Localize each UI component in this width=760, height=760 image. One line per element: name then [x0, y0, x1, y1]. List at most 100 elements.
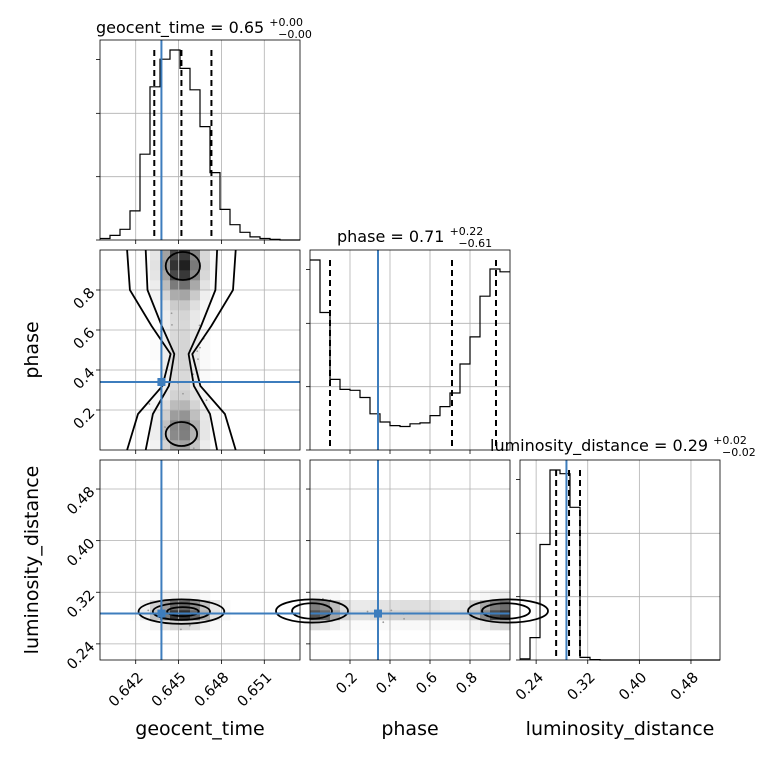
contour-outer — [467, 598, 549, 624]
density-cell — [170, 330, 181, 341]
density-cell — [170, 290, 181, 301]
contour-inner — [164, 421, 199, 447]
scatter-point — [148, 403, 151, 405]
density-cell — [380, 620, 391, 631]
scatter-point — [199, 346, 201, 349]
density-cell — [170, 300, 181, 311]
contour-outer — [126, 249, 237, 451]
density-cell — [340, 620, 351, 631]
density-cell — [210, 620, 221, 631]
density-cell — [450, 610, 461, 621]
density-cell — [150, 380, 161, 391]
density-cell — [170, 590, 181, 601]
tick-label-luminosity-distance: 0.40 — [64, 536, 98, 570]
truth-marker — [157, 378, 166, 386]
tick-label-phase: 0.2 — [71, 405, 99, 433]
density-cell — [190, 440, 201, 451]
density-cell — [190, 410, 201, 421]
density-cell — [190, 600, 201, 611]
tick-label-phase: 0.2 — [333, 670, 361, 698]
histogram-luminosity-distance — [520, 469, 720, 661]
tick-label-luminosity-distance: 0.24 — [513, 670, 547, 704]
density-cell — [170, 360, 181, 371]
density-cell — [170, 600, 181, 611]
scatter-point — [188, 624, 191, 627]
density-cell — [200, 420, 211, 431]
density-cell — [200, 370, 211, 381]
density-cell — [200, 350, 211, 361]
density-cell — [180, 360, 191, 371]
density-cell — [430, 620, 441, 631]
density-cell — [210, 250, 221, 261]
panel-frame-1-0 — [99, 249, 301, 451]
scatter-point — [192, 447, 195, 450]
density-cell — [180, 350, 191, 361]
density-cell — [150, 290, 161, 301]
density-cell — [210, 430, 221, 441]
density-cell — [180, 250, 191, 261]
density-cell — [200, 410, 211, 421]
density-cell — [180, 590, 191, 601]
density-cell — [310, 590, 321, 601]
density-cell — [430, 600, 441, 611]
density-cell — [160, 400, 171, 411]
density-cell — [160, 300, 171, 311]
density-cell — [190, 330, 201, 341]
density-cell — [350, 620, 361, 631]
scatter-point — [196, 350, 199, 353]
density-cell — [440, 610, 451, 621]
density-cell — [200, 300, 211, 311]
density-cell — [180, 340, 191, 351]
density-cell — [180, 400, 191, 411]
density-cell — [350, 610, 361, 621]
title-geocent-time: geocent_time = 0.65 +0.00 −0.00 — [96, 11, 312, 41]
density-cell — [180, 290, 191, 301]
panel-frame-2-2 — [519, 459, 721, 661]
density-cell — [180, 320, 191, 331]
density-cell — [160, 420, 171, 431]
density-cell — [470, 620, 481, 631]
density-cell — [190, 400, 201, 411]
density-cell — [310, 610, 321, 621]
density-cell — [370, 600, 381, 611]
density-cell — [410, 620, 421, 631]
density-cell — [360, 620, 371, 631]
density-cell — [200, 320, 211, 331]
density-cell — [160, 390, 171, 401]
density-cell — [340, 600, 351, 611]
density-cell — [210, 410, 221, 421]
density-cell — [160, 310, 171, 321]
grid-layer — [100, 40, 720, 660]
density-cell — [330, 600, 341, 611]
density-cell — [200, 440, 211, 451]
density-cell — [200, 590, 211, 601]
density-cell — [150, 590, 161, 601]
density-cell — [400, 600, 411, 611]
xlabel-geocent-time: geocent_time — [135, 718, 264, 740]
density-cell — [190, 290, 201, 301]
density-cell — [170, 410, 181, 421]
density-cell — [180, 410, 191, 421]
density-cell — [420, 620, 431, 631]
density-cell — [160, 350, 171, 361]
density-cell — [160, 360, 171, 371]
density-cell — [210, 260, 221, 271]
scatter-point — [180, 628, 182, 631]
density-cell — [190, 340, 201, 351]
density-cell — [180, 390, 191, 401]
density-cell — [160, 620, 171, 631]
scatter-point — [205, 399, 208, 402]
density-cell — [130, 610, 141, 621]
density-cell — [200, 270, 211, 281]
tick-label-geocent-time: 0.648 — [192, 670, 233, 711]
density-cell — [440, 600, 451, 611]
density-cell — [160, 590, 171, 601]
density-cell — [330, 620, 341, 631]
density-cell — [170, 350, 181, 361]
tick-label-geocent-time: 0.645 — [149, 670, 190, 711]
density-cell — [480, 600, 491, 611]
panel-frame-2-0 — [99, 459, 301, 661]
scatter-point — [390, 609, 393, 612]
density-cell — [200, 260, 211, 271]
density-cell — [460, 620, 471, 631]
